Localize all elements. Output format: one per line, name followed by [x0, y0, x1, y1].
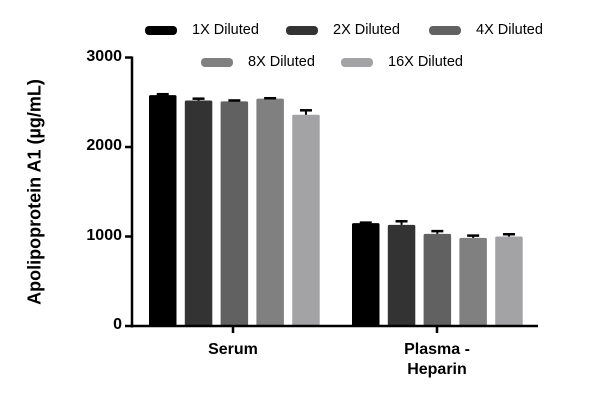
bar	[459, 237, 487, 326]
legend-swatch	[286, 25, 318, 35]
bar	[256, 98, 284, 326]
bar	[184, 100, 213, 327]
legend-label: 1X Diluted	[192, 22, 259, 38]
x-category-label: Serum	[208, 341, 258, 358]
bar	[149, 95, 177, 326]
legend-swatch	[341, 57, 373, 67]
legend-item: 16X Diluted	[341, 54, 463, 70]
legend-label: 2X Diluted	[333, 22, 400, 38]
y-tick-label: 2000	[86, 137, 122, 154]
y-tick-label: 3000	[86, 47, 122, 65]
bar	[292, 114, 320, 326]
bar	[352, 223, 380, 326]
bar	[495, 236, 523, 326]
legend-item: 1X Diluted	[145, 22, 259, 38]
legend-item: 2X Diluted	[286, 22, 400, 38]
legend-swatch	[201, 57, 233, 67]
x-category-label: Plasma - Heparin	[404, 341, 470, 378]
legend-label: 8X Diluted	[248, 54, 315, 70]
legend-swatch	[429, 25, 461, 35]
bar	[220, 101, 249, 326]
y-tick-label: 1000	[86, 226, 122, 244]
legend-item: 4X Diluted	[429, 22, 543, 38]
bar	[423, 233, 452, 326]
legend-item: 8X Diluted	[201, 54, 315, 70]
bar	[387, 224, 416, 326]
legend-label: 4X Diluted	[476, 22, 543, 38]
legend-swatch	[145, 25, 177, 35]
y-tick-label: 0	[113, 316, 122, 333]
legend-label: 16X Diluted	[388, 54, 463, 70]
